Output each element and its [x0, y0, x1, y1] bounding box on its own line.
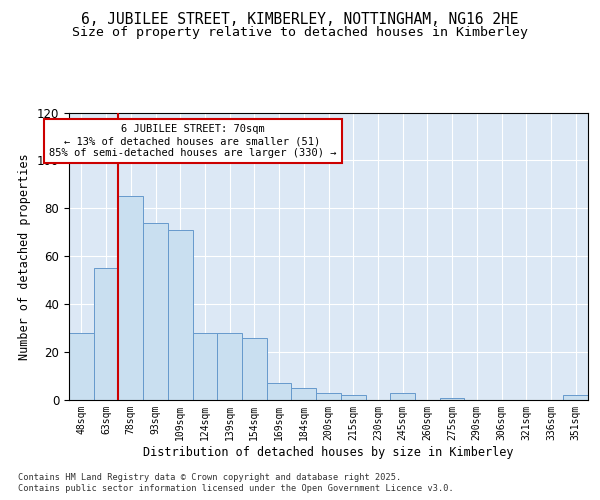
Bar: [69, 333, 94, 400]
Bar: [341, 395, 365, 400]
Bar: [563, 395, 588, 400]
X-axis label: Distribution of detached houses by size in Kimberley: Distribution of detached houses by size …: [143, 446, 514, 458]
Text: 6 JUBILEE STREET: 70sqm
← 13% of detached houses are smaller (51)
85% of semi-de: 6 JUBILEE STREET: 70sqm ← 13% of detache…: [49, 124, 337, 158]
Bar: [390, 393, 415, 400]
Bar: [217, 333, 242, 400]
Text: 6, JUBILEE STREET, KIMBERLEY, NOTTINGHAM, NG16 2HE: 6, JUBILEE STREET, KIMBERLEY, NOTTINGHAM…: [81, 12, 519, 28]
Bar: [267, 383, 292, 400]
Bar: [242, 338, 267, 400]
Text: Size of property relative to detached houses in Kimberley: Size of property relative to detached ho…: [72, 26, 528, 39]
Bar: [143, 222, 168, 400]
Bar: [94, 268, 118, 400]
Y-axis label: Number of detached properties: Number of detached properties: [19, 153, 31, 360]
Bar: [168, 230, 193, 400]
Bar: [193, 333, 217, 400]
Text: Contains HM Land Registry data © Crown copyright and database right 2025.: Contains HM Land Registry data © Crown c…: [18, 472, 401, 482]
Bar: [292, 388, 316, 400]
Bar: [118, 196, 143, 400]
Bar: [316, 393, 341, 400]
Bar: [440, 398, 464, 400]
Text: Contains public sector information licensed under the Open Government Licence v3: Contains public sector information licen…: [18, 484, 454, 493]
